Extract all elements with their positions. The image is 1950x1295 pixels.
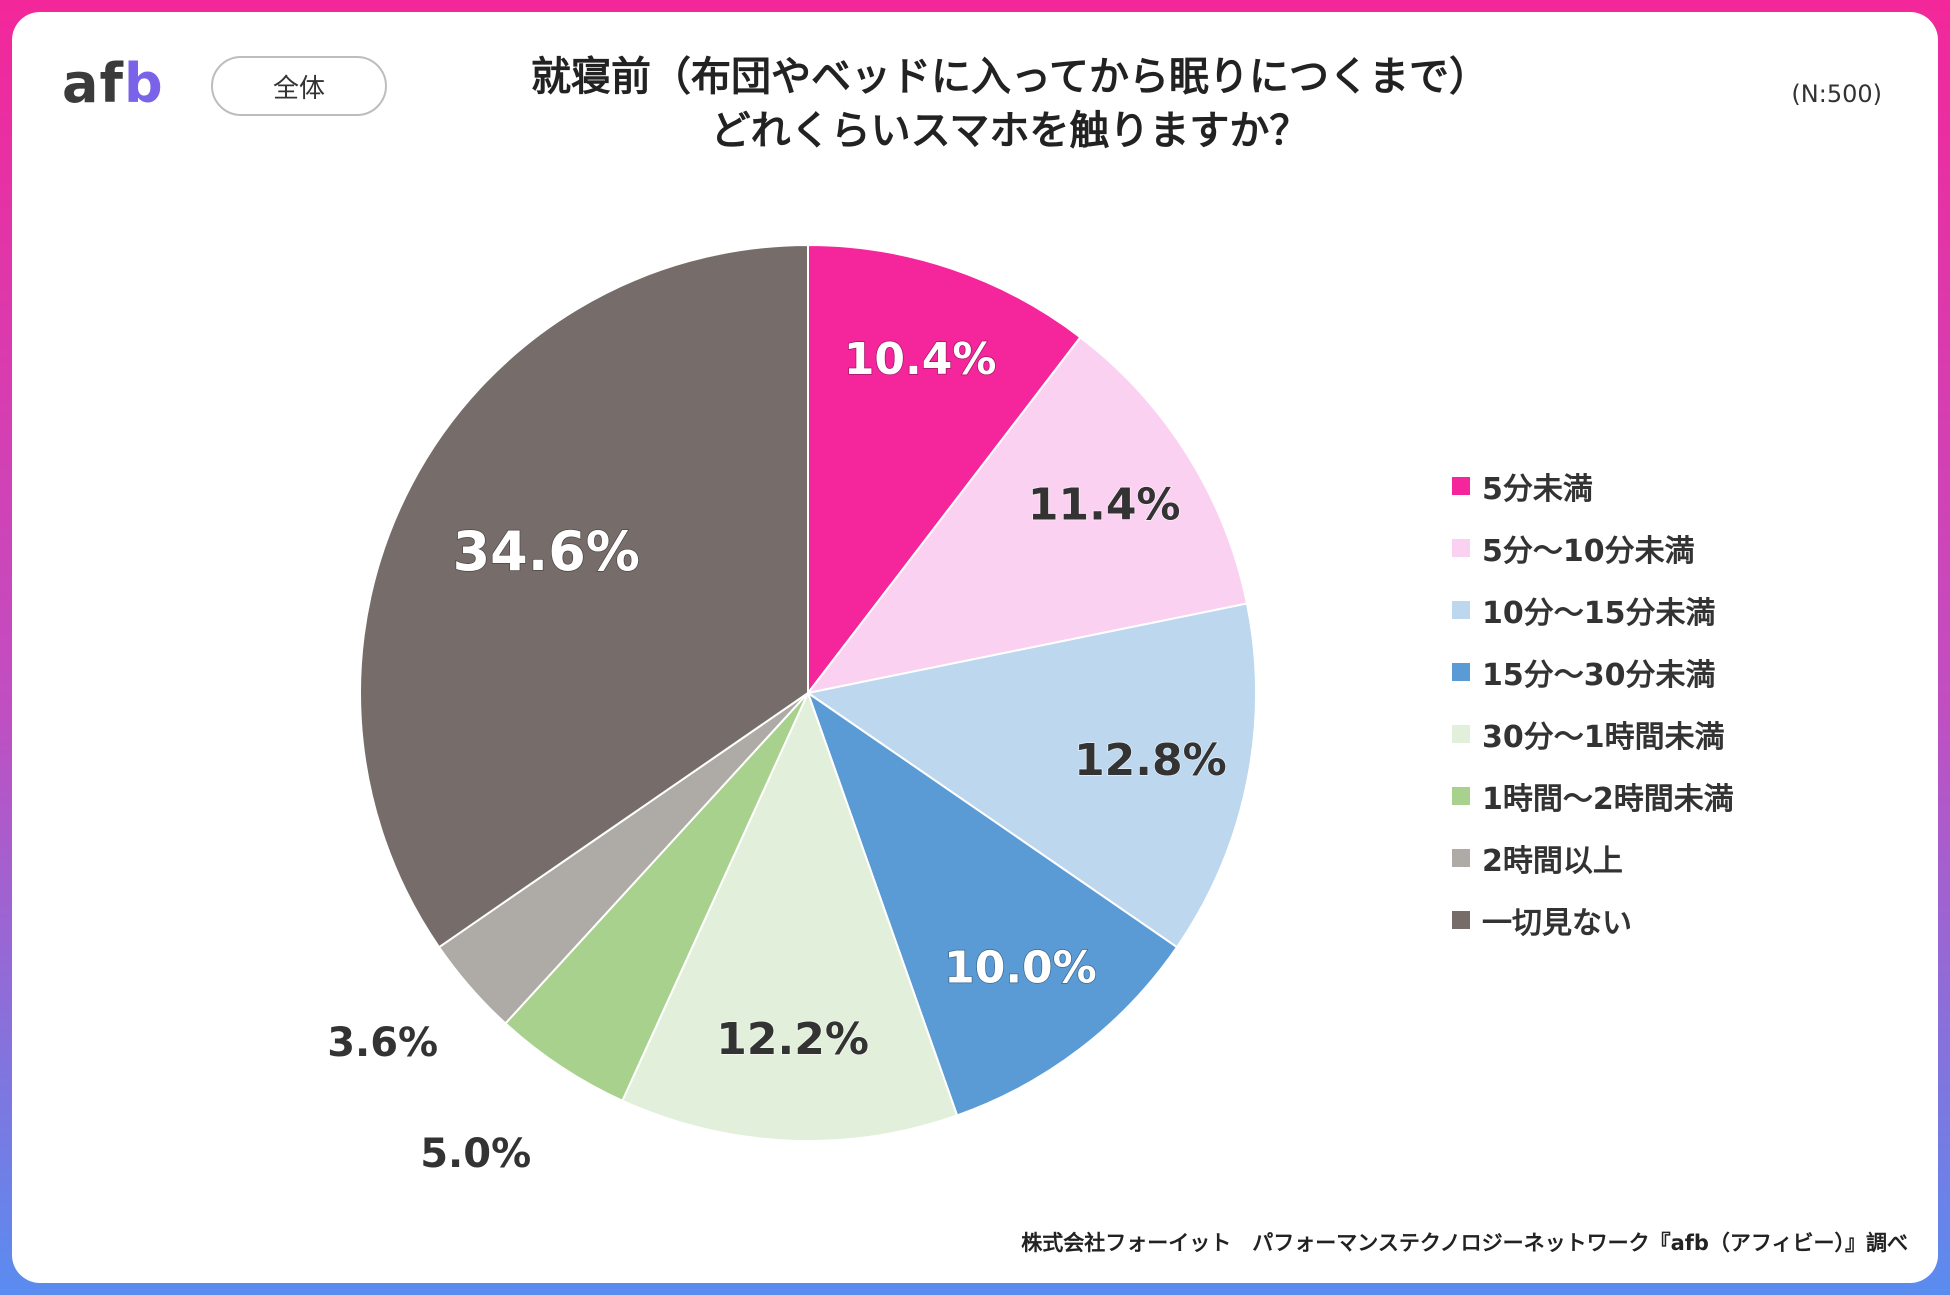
data-label-1: 10.4% bbox=[844, 334, 997, 385]
legend-label: 5分～10分未満 bbox=[1482, 534, 1695, 569]
legend-item-6: 1時間～2時間未満 bbox=[1452, 765, 1734, 827]
data-label-3: 12.8% bbox=[1074, 735, 1227, 786]
legend-label: 5分未満 bbox=[1482, 472, 1593, 507]
segment-label: 全体 bbox=[272, 73, 325, 104]
legend-item-3: 10分～15分未満 bbox=[1452, 579, 1734, 641]
legend: 5分未満 5分～10分未満 10分～15分未満 15分～30分未満 30分～1時間未満 1… bbox=[1452, 455, 1734, 951]
pie-slice-3 bbox=[805, 602, 1257, 949]
data-label-6: 5.0% bbox=[420, 1131, 531, 1177]
afb-logo: afb bbox=[62, 52, 164, 115]
pie-slice-8 bbox=[359, 243, 809, 949]
legend-item-7: 2時間以上 bbox=[1452, 827, 1734, 889]
legend-swatch bbox=[1452, 477, 1470, 495]
pie-slice-5 bbox=[621, 690, 959, 1142]
chart-title: 就寝前（布団やベッドに入ってから眠りにつくまで） どれくらいスマホを触りますか？ bbox=[400, 50, 1620, 158]
data-label-7: 3.6% bbox=[327, 1020, 438, 1066]
chart-title-line2: どれくらいスマホを触りますか？ bbox=[710, 108, 1310, 154]
legend-item-5: 30分～1時間未満 bbox=[1452, 703, 1734, 765]
legend-label: 2時間以上 bbox=[1482, 844, 1623, 879]
pie-slice-1 bbox=[807, 243, 1082, 696]
data-label-5: 12.2% bbox=[716, 1014, 869, 1065]
legend-swatch bbox=[1452, 725, 1470, 743]
legend-item-4: 15分～30分未満 bbox=[1452, 641, 1734, 703]
legend-swatch bbox=[1452, 849, 1470, 867]
legend-label: 10分～15分未満 bbox=[1482, 596, 1716, 631]
sample-size: (N:500) bbox=[1791, 80, 1882, 108]
legend-label: 一切見ない bbox=[1482, 906, 1632, 941]
legend-swatch bbox=[1452, 539, 1470, 557]
legend-swatch bbox=[1452, 787, 1470, 805]
legend-item-1: 5分未満 bbox=[1452, 455, 1734, 517]
data-label-2: 11.4% bbox=[1028, 480, 1181, 531]
pie-slice-2 bbox=[805, 335, 1249, 695]
legend-item-2: 5分～10分未満 bbox=[1452, 517, 1734, 579]
legend-swatch bbox=[1452, 911, 1470, 929]
pie-slice-4 bbox=[806, 690, 1179, 1117]
legend-item-8: 一切見ない bbox=[1452, 889, 1734, 951]
legend-label: 1時間～2時間未満 bbox=[1482, 782, 1734, 817]
legend-label: 15分～30分未満 bbox=[1482, 658, 1716, 693]
data-label-4: 10.0% bbox=[944, 942, 1097, 993]
segment-selector[interactable]: 全体 bbox=[211, 56, 387, 116]
source-credit: 株式会社フォーイット パフォーマンステクノロジーネットワーク『afb（アフィビー… bbox=[1021, 1231, 1908, 1255]
legend-swatch bbox=[1452, 663, 1470, 681]
data-label-8: 34.6% bbox=[453, 520, 640, 583]
legend-swatch bbox=[1452, 601, 1470, 619]
chart-title-line1: 就寝前（布団やベッドに入ってから眠りにつくまで） bbox=[531, 54, 1489, 100]
legend-label: 30分～1時間未満 bbox=[1482, 720, 1725, 755]
